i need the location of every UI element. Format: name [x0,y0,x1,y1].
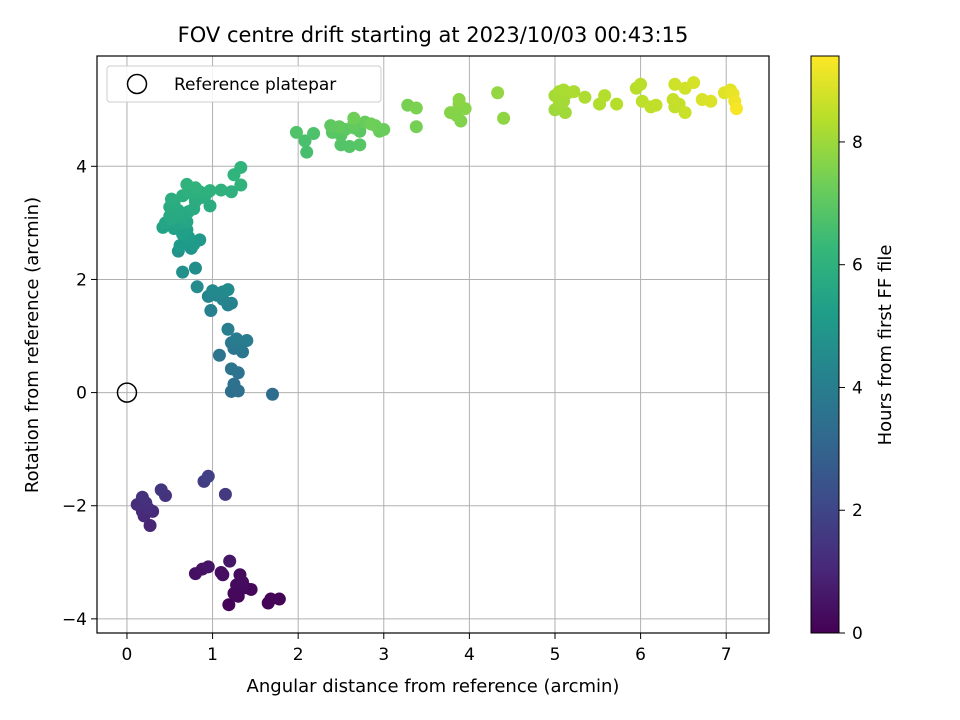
data-point [264,592,278,606]
data-point [190,280,204,294]
plot-frame [96,55,770,634]
colorbar: 0 2 4 6 8 Hours from first FF file [810,55,896,644]
x-tick-label: 0 [122,645,133,665]
y-tick-label: −4 [62,610,87,630]
data-point [224,362,238,376]
data-point [234,178,248,192]
data-point [347,111,361,125]
y-tick-label: −2 [62,497,87,517]
colorbar-label: Hours from first FF file [875,245,896,446]
data-point [201,560,215,574]
data-point [203,199,217,213]
x-axis-ticks: 0 1 2 3 4 5 6 7 [122,633,732,665]
data-point [610,97,624,111]
data-point [729,102,743,116]
data-point [332,120,346,134]
data-point [222,598,236,612]
colorbar-ticks: 0 2 4 6 8 [839,133,863,644]
data-point [307,126,321,140]
data-point [214,565,228,579]
data-point [364,117,378,131]
data-point [240,334,254,348]
data-point [704,94,718,108]
data-point [343,140,357,154]
colorbar-tick-label: 0 [852,624,863,644]
data-point [678,106,692,120]
data-point [201,469,215,483]
data-point [668,77,682,91]
data-point [221,322,235,336]
x-axis-label: Angular distance from reference (arcmin) [247,676,620,697]
data-point [212,348,226,362]
data-point [666,93,680,107]
plot-area: 0 1 2 3 4 5 6 7 −4 −2 0 2 4 [62,55,770,665]
data-point [598,89,612,103]
data-point [234,160,248,174]
x-tick-label: 5 [550,645,561,665]
data-point [265,387,279,401]
x-tick-label: 2 [293,645,304,665]
data-point [298,134,312,148]
colorbar-tick-label: 6 [852,256,863,276]
colorbar-tick-label: 4 [852,378,863,398]
y-tick-label: 0 [76,384,87,404]
data-point [289,125,303,139]
data-point [353,138,367,152]
data-point [204,304,218,318]
legend-box [106,65,382,103]
x-tick-label: 7 [721,645,732,665]
colorbar-tick-label: 8 [852,133,863,153]
colorbar-tick-label: 2 [852,501,863,521]
reference-marker [116,382,138,403]
data-point [230,332,244,346]
x-tick-label: 6 [635,645,646,665]
legend: Reference platepar [106,65,382,103]
data-point [176,265,190,279]
data-point [214,183,228,197]
y-tick-label: 4 [76,157,87,177]
data-point [567,85,581,99]
y-axis-label: Rotation from reference (arcmin) [22,197,43,493]
data-point [578,90,592,104]
data-point [173,239,187,253]
data-point [203,184,217,198]
data-point [227,377,241,391]
chart-title: FOV centre drift starting at 2023/10/03 … [178,23,689,47]
x-tick-label: 1 [207,645,218,665]
data-point [218,487,232,501]
data-point [452,93,466,107]
data-point [687,76,701,90]
x-tick-label: 4 [464,645,475,665]
data-point [223,554,237,568]
data-point [491,86,505,100]
x-tick-label: 3 [378,645,389,665]
y-axis-ticks: −4 −2 0 2 4 [62,157,97,630]
y-tick-label: 2 [76,270,87,290]
data-point [154,483,168,497]
grid [97,56,769,633]
data-point [180,177,194,191]
data-point [444,106,458,120]
data-point [224,185,238,199]
data-point [497,111,511,125]
data-points [130,76,743,612]
data-point [164,192,178,206]
legend-reference-marker-icon [126,73,148,95]
data-point [143,519,157,533]
data-point [649,98,663,112]
data-point [300,145,314,159]
data-point [409,120,423,134]
legend-entry-reference: Reference platepar [174,75,336,95]
data-point [233,568,247,582]
reference-point-marker [116,382,138,403]
data-point [188,261,202,275]
data-point [409,101,423,115]
data-point [221,283,235,297]
colorbar-gradient [810,55,840,634]
data-point [135,490,149,504]
data-point [557,83,571,97]
data-point [634,77,648,91]
data-point [206,284,220,298]
